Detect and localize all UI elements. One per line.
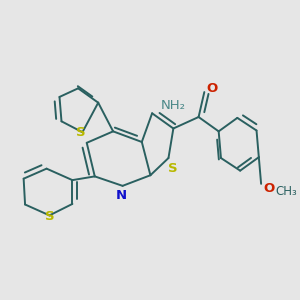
Text: NH₂: NH₂ [161,99,186,112]
Text: S: S [76,126,86,139]
Text: N: N [116,188,127,202]
Text: O: O [207,82,218,95]
Text: CH₃: CH₃ [275,184,297,197]
Text: S: S [45,210,54,223]
Text: O: O [263,182,275,195]
Text: S: S [168,162,178,175]
